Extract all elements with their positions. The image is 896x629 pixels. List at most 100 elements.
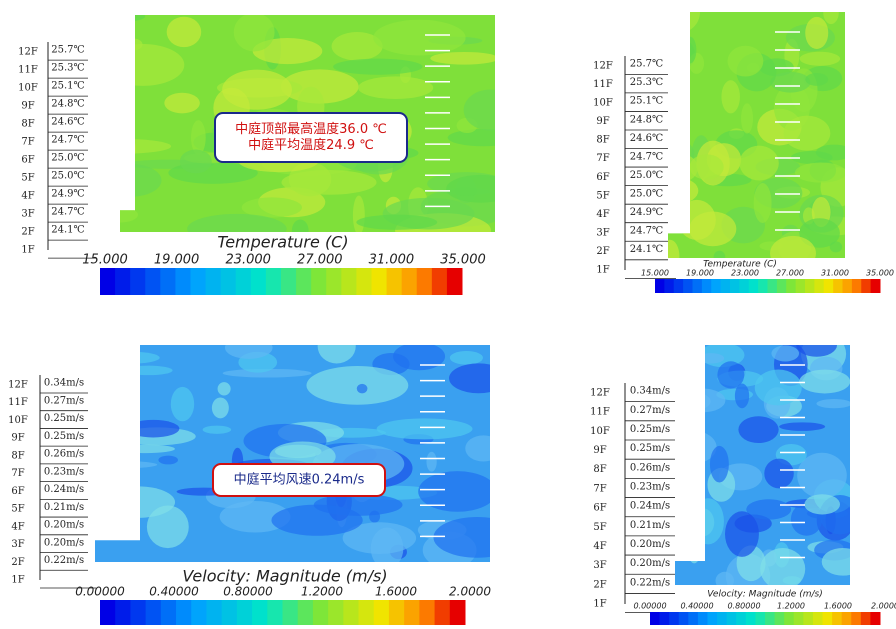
- contour-blob: [675, 492, 688, 518]
- floor-label: 9F: [21, 101, 34, 112]
- floor-value: 24.1℃: [51, 225, 84, 236]
- floor-label: 8F: [11, 450, 24, 461]
- contour-blob: [167, 17, 202, 47]
- contour-blob: [426, 452, 436, 472]
- floor-value: 24.9℃: [51, 189, 84, 200]
- floor-label: 4F: [11, 521, 24, 532]
- colorbar-band: [702, 279, 712, 293]
- contour-blob: [805, 73, 828, 86]
- floor-label: 4F: [596, 209, 609, 220]
- floor-value: 0.24m/s: [44, 484, 84, 495]
- colorbar-band: [145, 268, 161, 295]
- colorbar-band: [130, 268, 146, 295]
- colorbar-band: [693, 279, 703, 293]
- colorbar-band: [765, 612, 775, 625]
- contour-blob: [710, 446, 729, 483]
- contour-blob: [770, 72, 810, 93]
- colorbar-tick: 23.000: [225, 253, 271, 268]
- colorbar-tick: 2.0000: [871, 602, 896, 611]
- colorbar-tick: 1.2000: [301, 585, 343, 599]
- contour-blob: [822, 548, 864, 576]
- colorbar-band: [206, 268, 222, 295]
- colorbar-tick: 0.80000: [727, 602, 760, 611]
- contour-blob: [661, 178, 698, 203]
- colorbar-band: [727, 612, 737, 625]
- colorbar-band: [328, 600, 344, 625]
- colorbar-tick: 31.000: [369, 253, 415, 268]
- floor-label: 8F: [593, 464, 606, 475]
- contour-blob: [738, 416, 778, 443]
- floor-value: 0.25m/s: [630, 424, 670, 435]
- annotation-text: 中庭平均风速0.24m/s: [234, 472, 365, 488]
- contour-blob: [783, 116, 830, 151]
- colorbar-band: [160, 268, 176, 295]
- colorbar-band: [296, 268, 312, 295]
- colorbar-band: [176, 600, 192, 625]
- floor-value: 24.8℃: [51, 99, 84, 110]
- annotation-text: 中庭平均温度24.9 ℃: [248, 137, 374, 153]
- contour-blob: [430, 52, 498, 65]
- colorbar-band: [283, 600, 299, 625]
- floor-value: 0.27m/s: [630, 405, 670, 416]
- floor-label: 12F: [593, 61, 613, 72]
- colorbar-band: [730, 279, 740, 293]
- contour-blob: [333, 59, 422, 75]
- colorbar-band: [679, 612, 689, 625]
- floor-label: 1F: [11, 575, 24, 586]
- colorbar-band: [660, 612, 670, 625]
- colorbar-band: [236, 268, 252, 295]
- floor-value: 24.7℃: [630, 151, 663, 162]
- floor-value: 25.7℃: [51, 45, 84, 56]
- colorbar-band: [281, 268, 297, 295]
- floor-value: 0.34m/s: [630, 386, 670, 397]
- colorbar-band: [266, 268, 282, 295]
- contour-blob: [721, 80, 740, 113]
- floor-label: 2F: [11, 557, 24, 568]
- contour-blob: [76, 139, 171, 154]
- floor-value: 25.0℃: [630, 188, 663, 199]
- floor-value: 24.1℃: [630, 244, 663, 255]
- floor-value: 0.22m/s: [44, 555, 84, 566]
- floor-value: 24.6℃: [51, 117, 84, 128]
- colorbar-band: [852, 279, 862, 293]
- colorbar-band: [833, 279, 843, 293]
- colorbar-tick: 35.000: [866, 269, 894, 278]
- contour-blob: [686, 521, 702, 564]
- floor-label: 10F: [8, 415, 28, 426]
- colorbar-band: [843, 279, 853, 293]
- floor-label: 8F: [21, 119, 34, 130]
- floor-label: 12F: [590, 388, 610, 399]
- contour-blob: [180, 150, 212, 174]
- floor-value: 0.20m/s: [630, 558, 670, 569]
- contour-blob: [739, 146, 778, 181]
- floor-label: 12F: [18, 47, 38, 58]
- floor-value: 24.8℃: [630, 114, 663, 125]
- floor-value: 0.34m/s: [44, 378, 84, 389]
- contour-blob: [448, 129, 519, 146]
- floor-label: 6F: [593, 503, 606, 514]
- floor-value: 0.26m/s: [630, 462, 670, 473]
- floor-value: 0.20m/s: [44, 520, 84, 531]
- floor-label: 7F: [596, 153, 609, 164]
- floor-value: 0.21m/s: [44, 502, 84, 513]
- floor-label: 7F: [593, 483, 606, 494]
- colorbar-band: [786, 279, 796, 293]
- contour-blob: [102, 44, 185, 86]
- colorbar-tick: 0.00000: [633, 602, 666, 611]
- floor-label: 7F: [11, 468, 24, 479]
- floor-value: 25.1℃: [51, 81, 84, 92]
- colorbar-band: [419, 600, 435, 625]
- floor-label: 10F: [18, 83, 38, 94]
- floor-label: 10F: [590, 426, 610, 437]
- colorbar-band: [758, 279, 768, 293]
- contour-blob: [684, 37, 696, 64]
- floor-value: 0.26m/s: [44, 449, 84, 460]
- colorbar-tick: 1.2000: [777, 602, 805, 611]
- colorbar-tick: 19.000: [154, 253, 200, 268]
- colorbar-band: [387, 268, 403, 295]
- colorbar-band: [755, 612, 765, 625]
- colorbar-band: [813, 612, 823, 625]
- floor-value: 0.25m/s: [44, 413, 84, 424]
- colorbar-band: [100, 600, 116, 625]
- colorbar-band: [721, 279, 731, 293]
